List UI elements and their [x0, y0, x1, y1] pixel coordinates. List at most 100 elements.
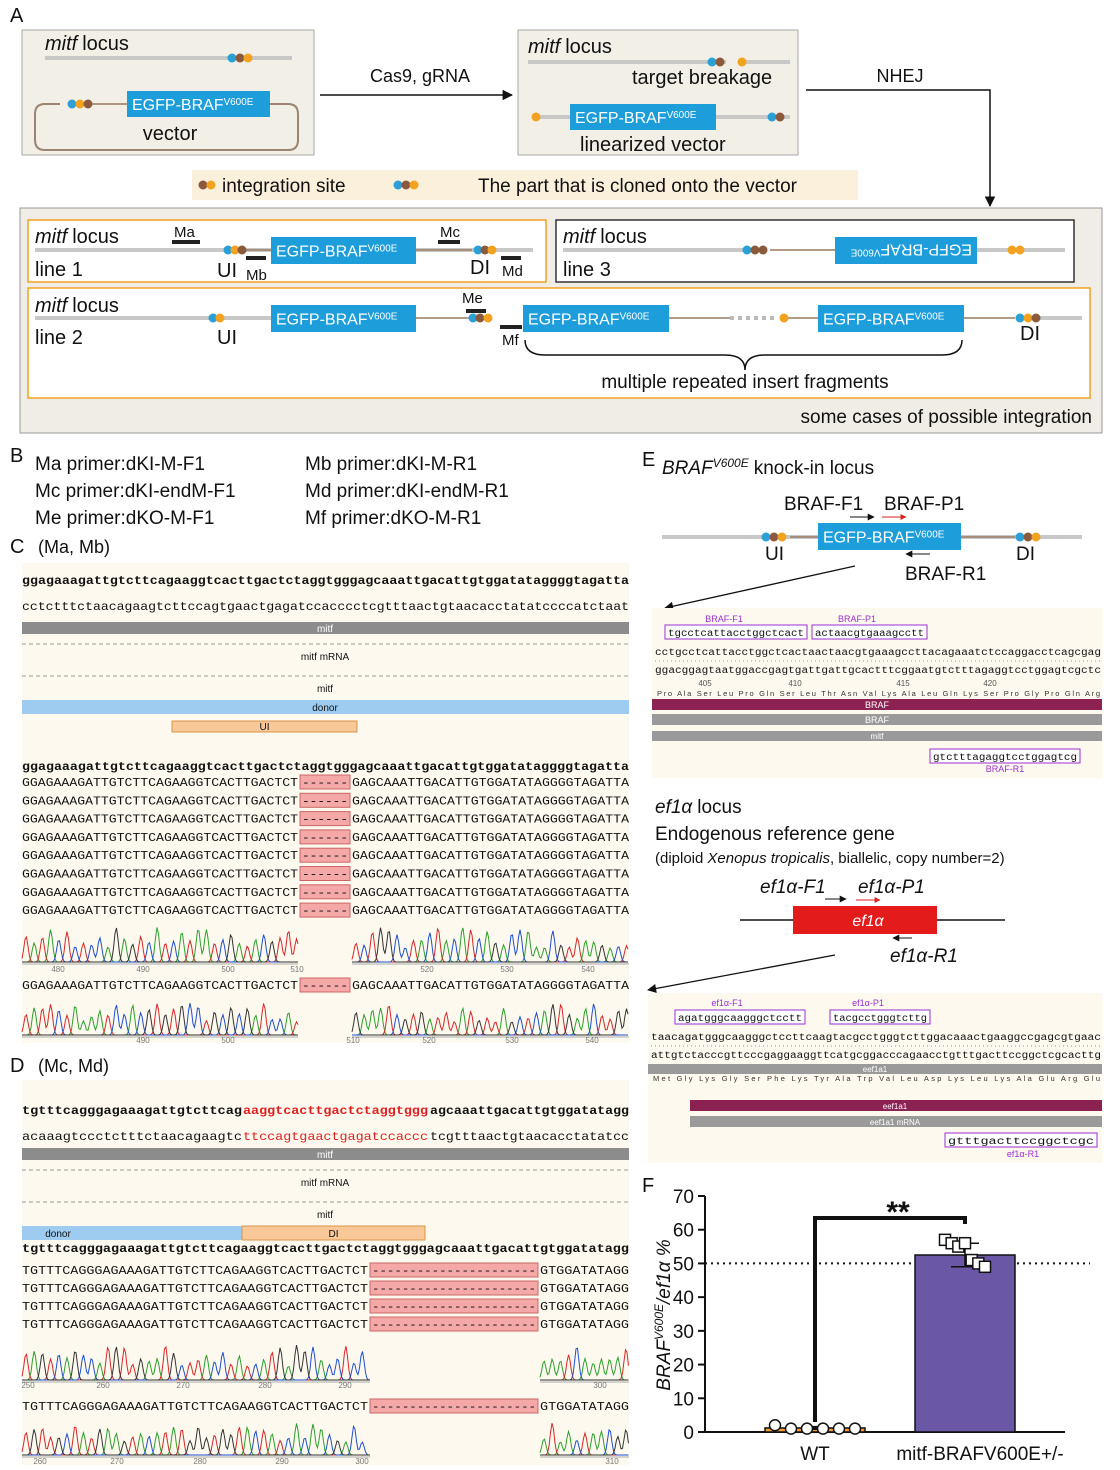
- label-part: locus: [72, 226, 119, 248]
- data-point: [784, 1422, 798, 1435]
- label-part: locus: [82, 33, 129, 55]
- primer-box: [664, 624, 808, 640]
- y-tick-label: 20: [673, 1356, 694, 1377]
- locus-label: mitf locus: [35, 295, 119, 317]
- position: 300: [355, 1457, 369, 1466]
- sequence: attgtctacccgttcccgaggaaggttcatgcggacccag…: [651, 1051, 1101, 1062]
- label: Ma primer:dKI-M-F1: [35, 454, 205, 475]
- sequence: gtctttagaggtcctggagtcg: [933, 753, 1077, 764]
- label: mitf: [317, 684, 333, 695]
- label: UI: [217, 260, 237, 282]
- deletion-box: [299, 902, 351, 918]
- label: mitf: [317, 624, 333, 635]
- site-dot: [237, 245, 247, 255]
- sequence: actaacgtgaaagcctt: [815, 629, 924, 640]
- site-dot: [1031, 532, 1041, 542]
- label: UI: [765, 544, 784, 565]
- primer-bar: [172, 240, 200, 244]
- position: 290: [338, 1381, 352, 1390]
- site-dot: [83, 99, 93, 109]
- y-tick-label: 70: [673, 1187, 694, 1208]
- site-dot: [1015, 313, 1025, 323]
- label-part: V600E: [915, 311, 945, 322]
- significance-bracket: [813, 1216, 967, 1422]
- site-dot: [761, 532, 771, 542]
- deletion-box: [299, 829, 351, 845]
- arrow: [806, 89, 996, 208]
- construct-label: EGFP-BRAFV600E: [528, 311, 650, 329]
- position: 260: [96, 1381, 110, 1390]
- track-bar: [652, 731, 1102, 741]
- label-part: V600E: [368, 311, 398, 322]
- sequence: cctgcctcattacctggctcactaactaacgtgaaagcct…: [655, 648, 1101, 659]
- site-dot: [1015, 532, 1025, 542]
- sequence: cctctttctaacagaagtcttccagtgaactgagatccac…: [22, 600, 629, 614]
- label-part: Xenopus tropicalis: [706, 850, 830, 867]
- sequence: GAGCAAATTGACATTGTGGATATAGGGGTAGATTA: [352, 979, 630, 993]
- position: 540: [585, 1036, 599, 1045]
- sequence: GTGGATATAGG: [540, 1400, 629, 1414]
- chromatogram: [540, 1428, 629, 1456]
- track-bar: [652, 699, 1102, 710]
- sequence: ------: [302, 813, 348, 827]
- label: Ma: [174, 224, 195, 241]
- sequence: GGAGAAAGATTGTCTTCAGAAGGTCACTTGACTCT: [22, 886, 298, 900]
- position: 280: [258, 1381, 272, 1390]
- position: 290: [275, 1457, 289, 1466]
- label: mitf: [317, 1150, 333, 1161]
- sequence: GGAGAAAGATTGTCTTCAGAAGGTCACTTGACTCT: [22, 849, 298, 863]
- construct-label: EGFP-BRAFV600E: [575, 110, 697, 128]
- label-part: EGFP-BRAF: [880, 241, 972, 258]
- locus-label: mitf locus: [35, 226, 119, 248]
- deletion-box: [299, 977, 351, 993]
- track-bar: [22, 1148, 629, 1160]
- label: mitf: [871, 732, 885, 741]
- primer-bar: [246, 256, 266, 260]
- data-point: [816, 1422, 830, 1435]
- data-point: [958, 1236, 972, 1250]
- site-dot: [401, 180, 411, 190]
- label: Mf: [502, 332, 519, 349]
- arrow: [647, 954, 836, 993]
- label-part: BRAF: [662, 458, 714, 479]
- label: ef1α-R1: [1007, 1149, 1039, 1159]
- chromatogram: [352, 927, 628, 963]
- sequence: GAGCAAATTGACATTGTGGATATAGGGGTAGATTA: [352, 794, 630, 808]
- label: BRAF-P1: [884, 494, 964, 515]
- x-tick-label: mitf-BRAFV600E+/-: [896, 1444, 1063, 1465]
- track-bar: [690, 1100, 1102, 1111]
- label-part: V600E: [850, 247, 880, 258]
- sequence: ggagaaagattgtcttcagaaggtcacttgactctaggtg…: [22, 760, 629, 774]
- label-part: mitf: [35, 226, 70, 248]
- deletion-box: [369, 1280, 539, 1296]
- track-bar: [22, 700, 629, 714]
- primer-bar: [466, 309, 486, 313]
- sequence: ------: [302, 831, 348, 845]
- label: donor: [45, 1229, 71, 1240]
- y-axis-label: BRAFV600E/ef1α %: [652, 1239, 675, 1391]
- label-part: knock-in locus: [754, 458, 874, 479]
- label: (Mc, Md): [38, 1056, 109, 1076]
- y-tick-label: 10: [673, 1389, 694, 1410]
- label-part: EGFP-BRAF: [575, 110, 667, 127]
- primer-bar: [500, 325, 522, 329]
- locus-label: mitf locus: [528, 36, 612, 58]
- site-dot: [198, 180, 208, 190]
- chromatogram: [22, 1427, 370, 1456]
- site-dot: [67, 99, 77, 109]
- label-part: V600E: [368, 243, 398, 254]
- label-part: ef1α: [655, 797, 693, 818]
- site-dot: [715, 57, 725, 67]
- site-dot: [483, 313, 493, 323]
- construct-box: [127, 91, 270, 117]
- sequence: ------: [302, 868, 348, 882]
- label-part: V600E: [713, 456, 750, 470]
- sequence: GGAGAAAGATTGTCTTCAGAAGGTCACTTGACTCT: [22, 776, 298, 790]
- y-tick-label: 50: [673, 1254, 694, 1275]
- primer-box: [944, 1132, 1098, 1148]
- sequence: GTGGATATAGG: [540, 1282, 629, 1296]
- sequence: agcaaattgacattgtggatatagg: [430, 1104, 629, 1118]
- label-part: locus: [600, 226, 647, 248]
- label: Mf primer:dKO-M-R1: [305, 508, 481, 529]
